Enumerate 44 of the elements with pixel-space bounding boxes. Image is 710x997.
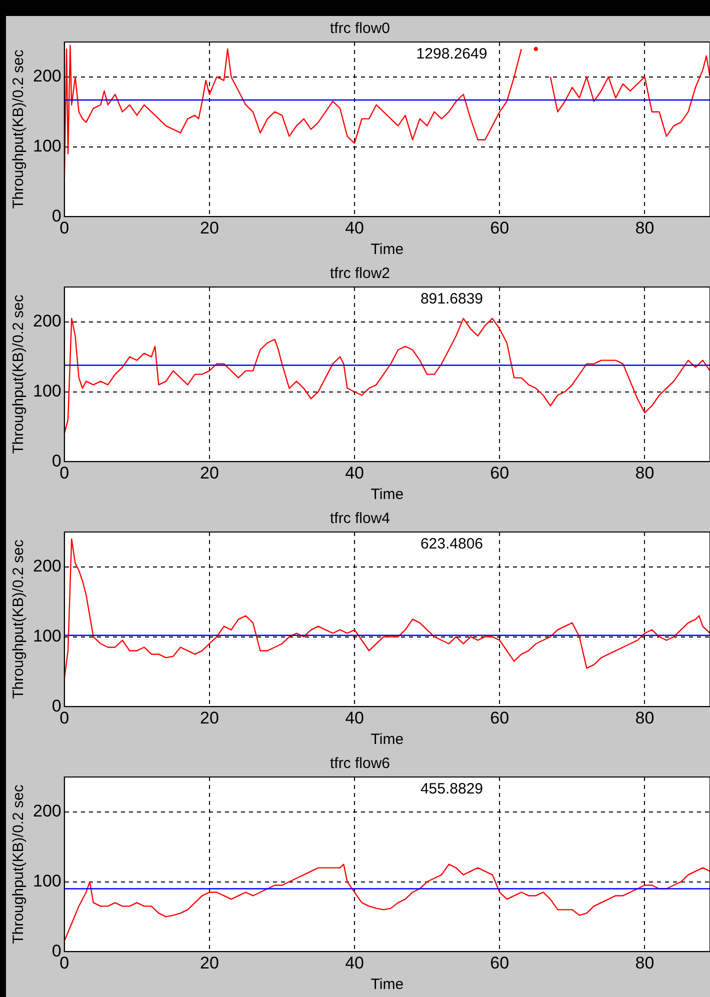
- y-axis-title: Throughput(KB)/0.2 sec: [10, 294, 28, 454]
- y-tick-label: 0: [52, 696, 62, 716]
- y-tick-label: 200: [32, 802, 62, 821]
- annotation: 455.8829: [420, 780, 484, 798]
- x-tick-label: 20: [200, 218, 219, 238]
- y-tick-label: 100: [32, 381, 62, 400]
- x-tick-label: 20: [200, 708, 219, 728]
- x-tick-label: 40: [345, 463, 364, 482]
- y-tick-label: 200: [32, 312, 62, 331]
- x-tick-label: 60: [490, 218, 510, 238]
- y-tick-label: 0: [52, 941, 62, 960]
- x-tick-label: 40: [345, 708, 364, 728]
- chart-title: tfrc flow6: [330, 755, 390, 772]
- x-tick-label: 20: [200, 953, 219, 972]
- x-tick-label: 80: [635, 218, 654, 238]
- y-tick-label: 100: [32, 136, 62, 156]
- x-tick-label: 20: [200, 463, 219, 482]
- x-tick-label: 80: [635, 708, 654, 728]
- chart-title: tfrc flow0: [330, 20, 390, 38]
- annotation: 891.6839: [420, 290, 484, 308]
- y-tick-label: 0: [52, 206, 62, 226]
- chart-title: tfrc flow2: [330, 265, 390, 282]
- x-tick-label: 60: [490, 463, 510, 482]
- x-axis-title: Time: [370, 731, 404, 748]
- x-tick-label: 80: [635, 953, 654, 972]
- y-tick-label: 200: [32, 556, 62, 576]
- y-tick-label: 200: [32, 66, 62, 86]
- x-axis-title: Time: [370, 241, 404, 258]
- y-tick-label: 0: [52, 451, 62, 470]
- chart-title: tfrc flow4: [330, 510, 390, 528]
- x-axis-title: Time: [370, 486, 404, 504]
- x-axis-title: Time: [370, 976, 404, 994]
- annotation: 623.4806: [420, 536, 484, 553]
- y-tick-label: 100: [32, 871, 62, 890]
- x-tick-label: 40: [345, 218, 364, 238]
- annotation: 1298.2649: [416, 46, 488, 63]
- y-axis-title: Throughput(KB)/0.2 sec: [10, 784, 28, 944]
- x-tick-label: 80: [635, 463, 654, 482]
- y-axis-title: Throughput(KB)/0.2 sec: [10, 539, 28, 699]
- x-tick-label: 60: [490, 953, 510, 972]
- x-tick-label: 60: [490, 708, 510, 728]
- x-tick-label: 40: [345, 953, 364, 972]
- y-axis-title: Throughput(KB)/0.2 sec: [10, 49, 28, 209]
- y-tick-label: 100: [32, 626, 62, 646]
